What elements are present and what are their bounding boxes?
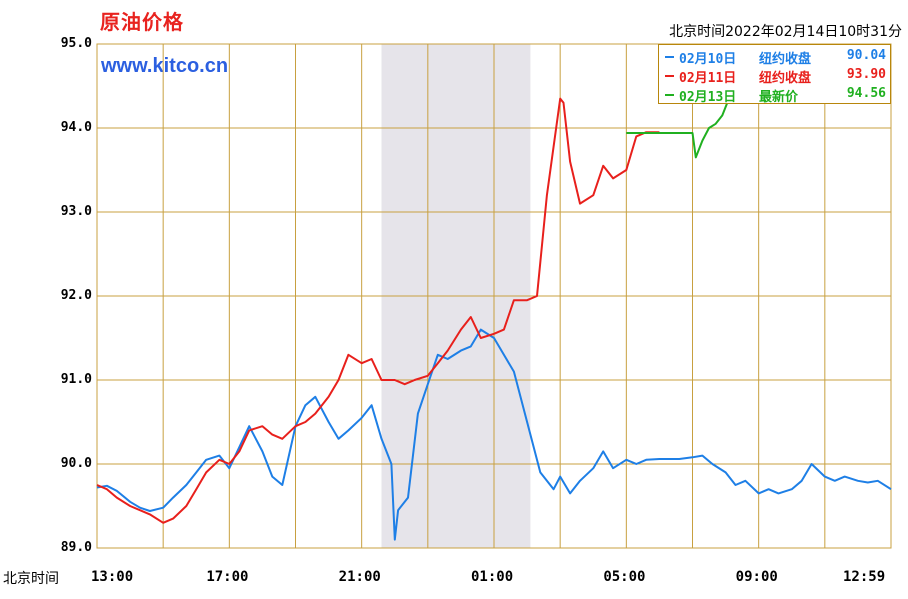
legend-swatch (665, 75, 674, 77)
y-tick-label: 89.0 (60, 540, 92, 555)
legend-date: 02月11日 (679, 71, 737, 86)
series-line-1 (96, 97, 660, 524)
legend-date: 02月10日 (679, 52, 737, 67)
y-tick-label: 93.0 (60, 204, 92, 219)
x-tick-label: 09:00 (735, 569, 778, 585)
legend-row-0210: 02月10日 纽约收盘 90.04 (659, 47, 890, 67)
legend-name: 纽约收盘 (759, 52, 812, 67)
y-tick-label: 95.0 (60, 36, 92, 51)
legend-name: 最新价 (759, 90, 799, 105)
series-line-2 (626, 89, 734, 159)
legend-value: 94.56 (846, 86, 886, 101)
y-tick-label: 94.0 (60, 120, 92, 135)
x-tick-label: 01:00 (471, 569, 514, 585)
chart-title: 原油价格 (100, 10, 184, 34)
x-tick-label: 12:59 (843, 569, 886, 585)
legend-name: 纽约收盘 (759, 71, 812, 86)
legend: 02月10日 纽约收盘 90.04 02月11日 纽约收盘 93.90 02月1… (658, 44, 891, 105)
y-tick-label: 92.0 (60, 288, 92, 303)
legend-value: 93.90 (846, 67, 886, 82)
x-tick-label: 05:00 (603, 569, 646, 585)
legend-date: 02月13日 (679, 90, 737, 105)
legend-row-0211: 02月11日 纽约收盘 93.90 (659, 66, 890, 86)
legend-swatch (665, 56, 674, 58)
y-tick-label: 90.0 (60, 456, 92, 471)
y-tick-label: 91.0 (60, 372, 92, 387)
beijing-datetime: 北京时间2022年02月14日10时31分 (669, 24, 902, 40)
site-url[interactable]: www.kitco.cn (101, 55, 229, 77)
legend-value: 90.04 (846, 48, 886, 63)
legend-swatch (665, 94, 674, 96)
legend-row-0213: 02月13日 最新价 94.56 (659, 85, 890, 105)
plot-frame (96, 43, 892, 549)
x-tick-label: 17:00 (206, 569, 249, 585)
x-axis-label: 北京时间 (3, 571, 59, 587)
x-tick-label: 13:00 (91, 569, 134, 585)
x-tick-label: 21:00 (338, 569, 381, 585)
